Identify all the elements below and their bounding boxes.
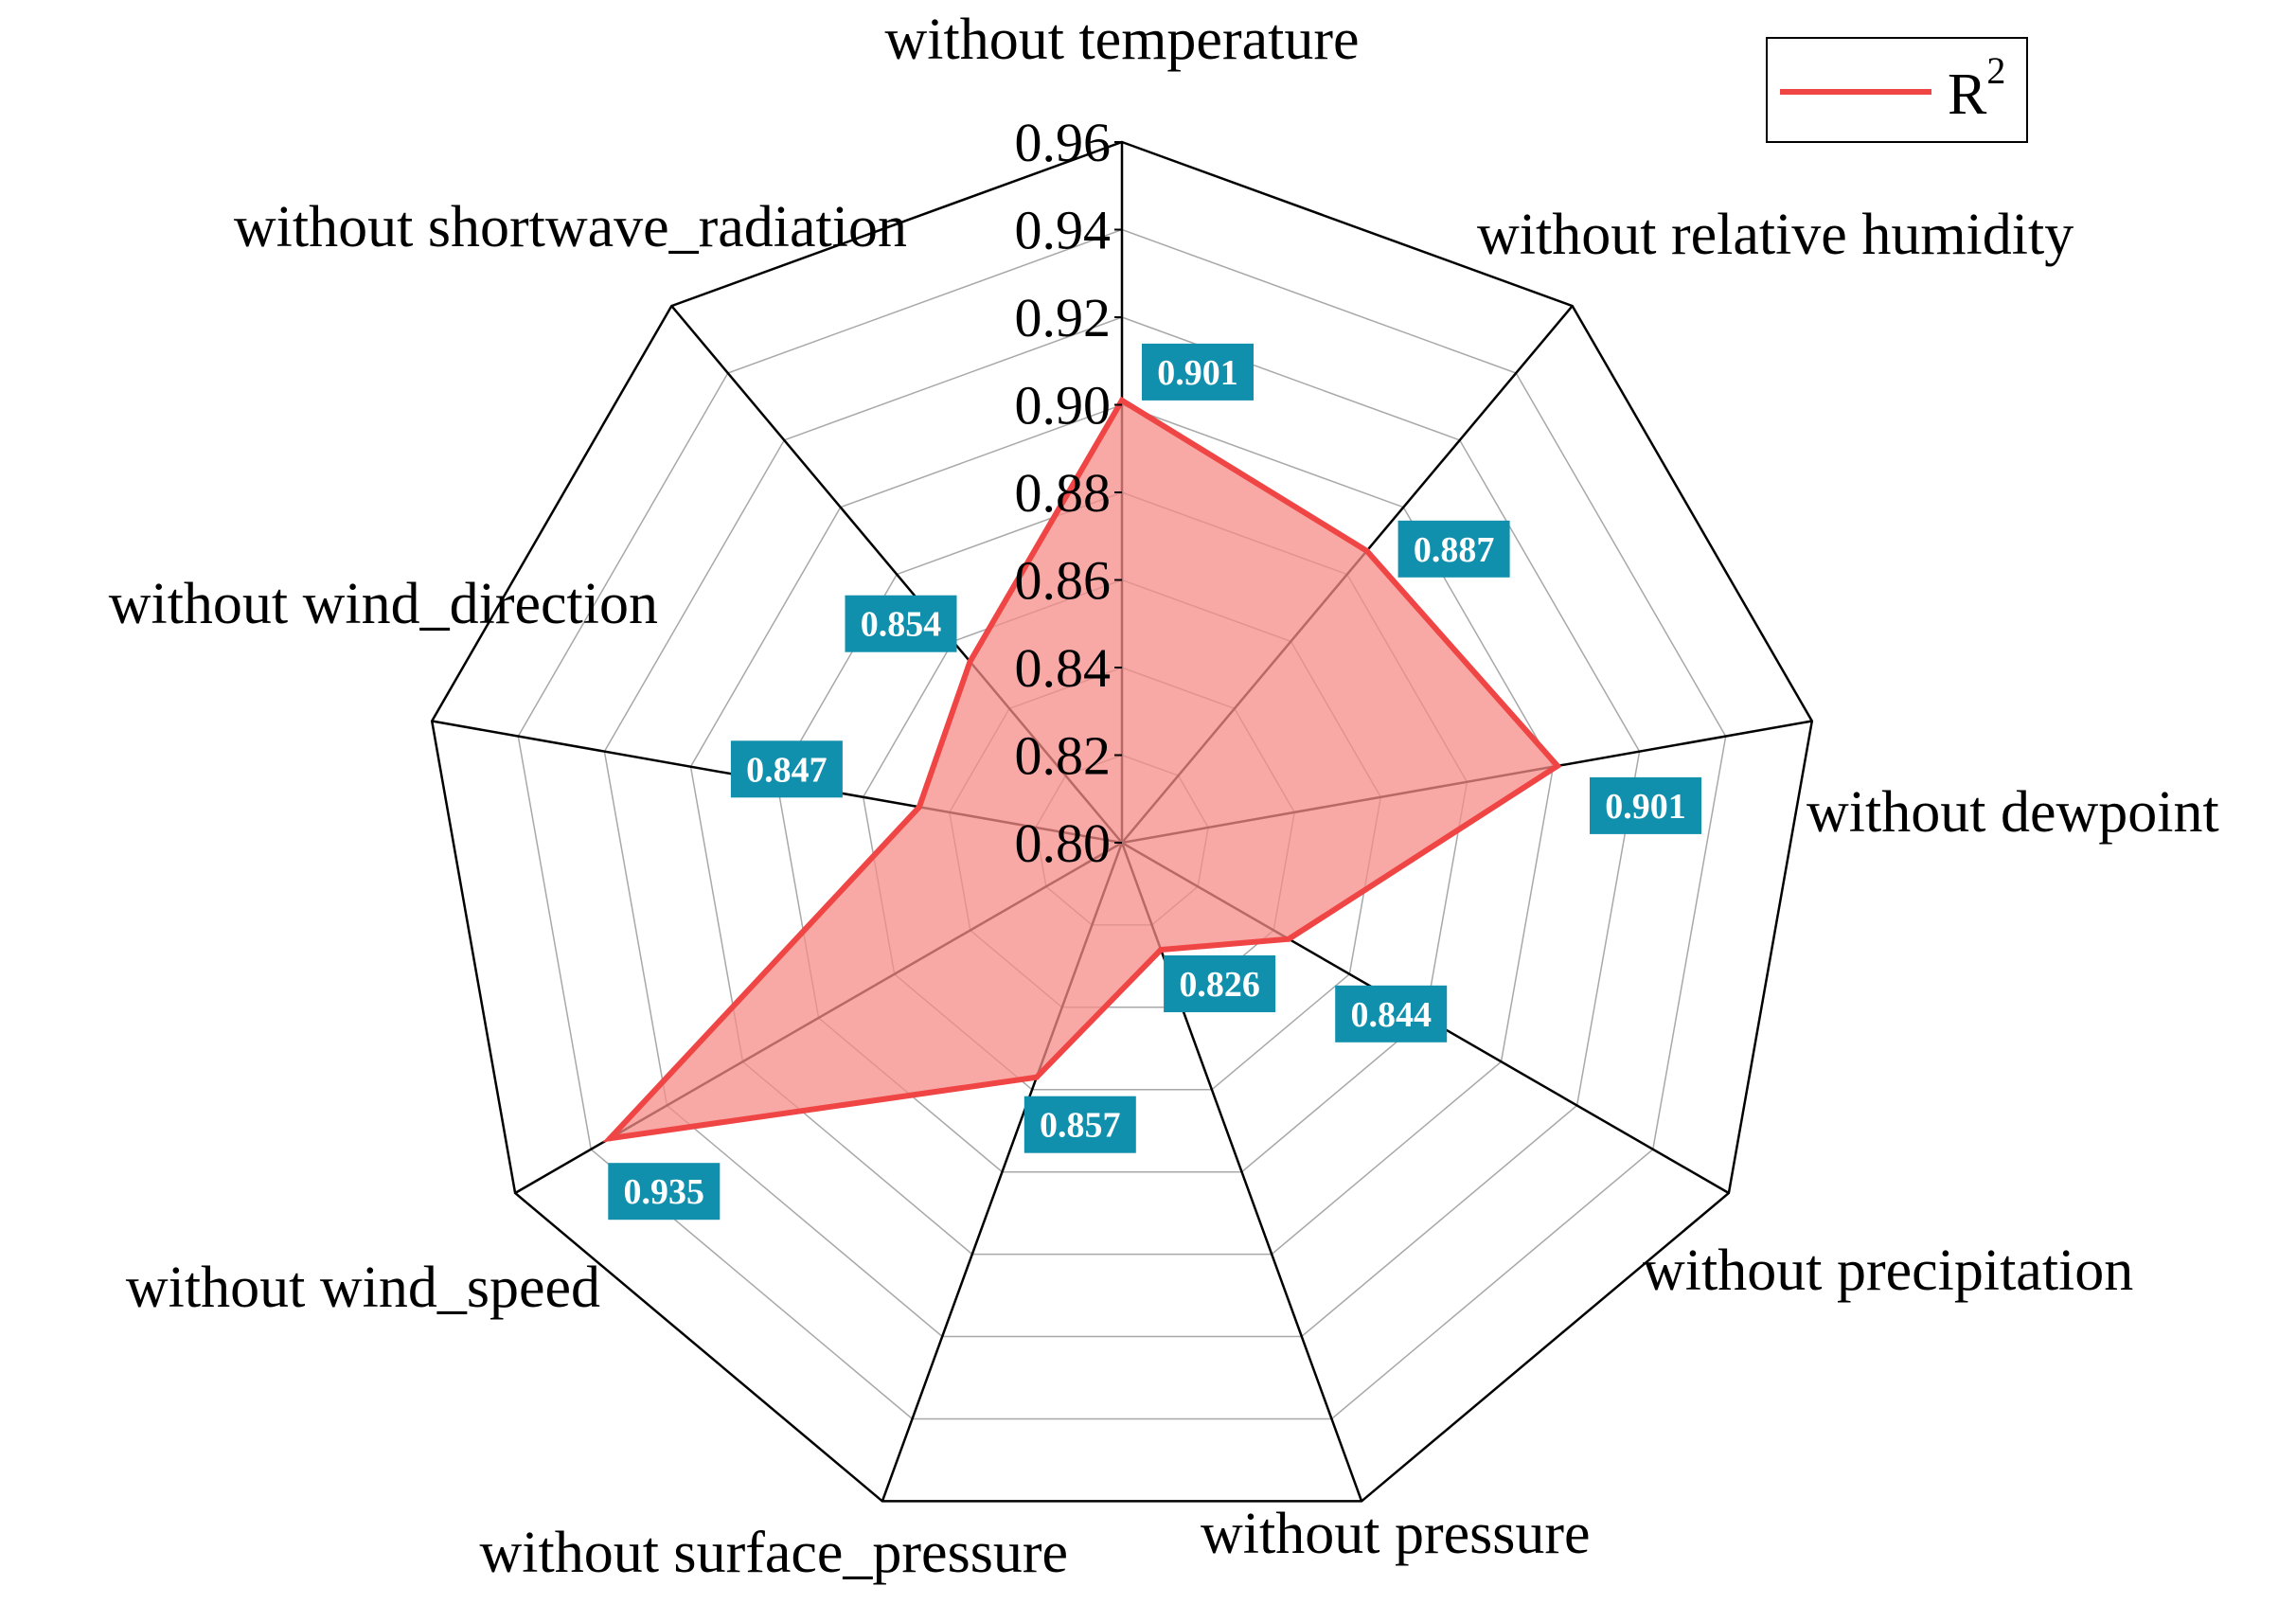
tick-label-8: 0.96 xyxy=(1015,112,1112,173)
legend-superscript: 2 xyxy=(1986,49,2005,92)
data-point-8 xyxy=(967,658,973,665)
data-point-4 xyxy=(1158,947,1165,953)
legend: R2 xyxy=(1766,37,2028,143)
data-point-7 xyxy=(916,804,922,811)
category-layer: without temperature without relative humi… xyxy=(109,8,2219,1585)
value-label-4: 0.826 xyxy=(1179,965,1260,1005)
tick-label-6: 0.92 xyxy=(1015,287,1112,348)
grid-ring-8 xyxy=(430,140,1814,1503)
grid-ring-6 xyxy=(603,316,1641,1338)
value-label-3: 0.844 xyxy=(1350,995,1432,1035)
category-label-1: without relative humidity xyxy=(1477,203,2074,267)
legend-label: R2 xyxy=(1948,49,2005,127)
data-point-5 xyxy=(1033,1074,1040,1080)
data-point-3 xyxy=(1286,936,1292,942)
tick-label-7: 0.94 xyxy=(1015,200,1112,261)
tick-label-5: 0.90 xyxy=(1015,375,1112,437)
series-layer xyxy=(602,396,1562,1143)
series-r2-polygon xyxy=(602,396,1562,1143)
value-label-box-8 xyxy=(845,595,957,652)
tick-label-3: 0.86 xyxy=(1015,550,1112,612)
legend-series-name: R xyxy=(1948,62,1987,127)
tick-label-4: 0.88 xyxy=(1015,462,1112,524)
data-point-1 xyxy=(1363,547,1370,554)
value-label-5: 0.857 xyxy=(1040,1106,1121,1146)
tick-label-1: 0.82 xyxy=(1015,725,1112,787)
value-label-7: 0.847 xyxy=(746,750,828,790)
tick-layer: 0.80 0.82 0.84 0.86 0.88 0.90 0.92 0.94 0.96 xyxy=(1015,112,1122,874)
value-label-box-3 xyxy=(1335,985,1448,1043)
value-label-box-1 xyxy=(1397,520,1510,578)
value-label-6: 0.935 xyxy=(624,1172,705,1212)
category-label-2: without dewpoint xyxy=(1807,780,2219,845)
value-label-2: 0.901 xyxy=(1605,787,1686,827)
value-label-8: 0.854 xyxy=(861,605,942,645)
category-label-5: without surface_pressure xyxy=(479,1521,1068,1585)
category-label-7: without wind_direction xyxy=(109,572,658,636)
tick-label-0: 0.80 xyxy=(1015,812,1112,874)
value-label-box-5 xyxy=(1023,1096,1136,1153)
value-label-box-0 xyxy=(1142,343,1254,401)
grid-ring-7 xyxy=(517,228,1727,1420)
value-label-box-2 xyxy=(1590,776,1701,834)
value-label-1: 0.887 xyxy=(1414,530,1495,570)
value-label-box-7 xyxy=(730,740,843,798)
tick-label-2: 0.84 xyxy=(1015,637,1112,699)
category-label-3: without precipitation xyxy=(1643,1239,2133,1303)
data-point-6 xyxy=(607,1135,614,1142)
value-label-0: 0.901 xyxy=(1157,353,1238,393)
category-label-6: without wind_speed xyxy=(126,1256,600,1320)
category-label-8: without shortwave_radiation xyxy=(234,195,907,259)
grid-ring-5 xyxy=(689,403,1555,1256)
value-layer: 0.901 0.887 0.901 0.844 0.826 0.857 0.935 0.847… xyxy=(608,343,1701,1221)
value-label-box-4 xyxy=(1164,955,1276,1012)
value-label-box-6 xyxy=(608,1163,721,1221)
data-point-0 xyxy=(1119,397,1125,403)
category-label-4: without pressure xyxy=(1201,1502,1591,1566)
category-label-0: without temperature xyxy=(885,8,1360,72)
data-point-2 xyxy=(1555,762,1560,769)
